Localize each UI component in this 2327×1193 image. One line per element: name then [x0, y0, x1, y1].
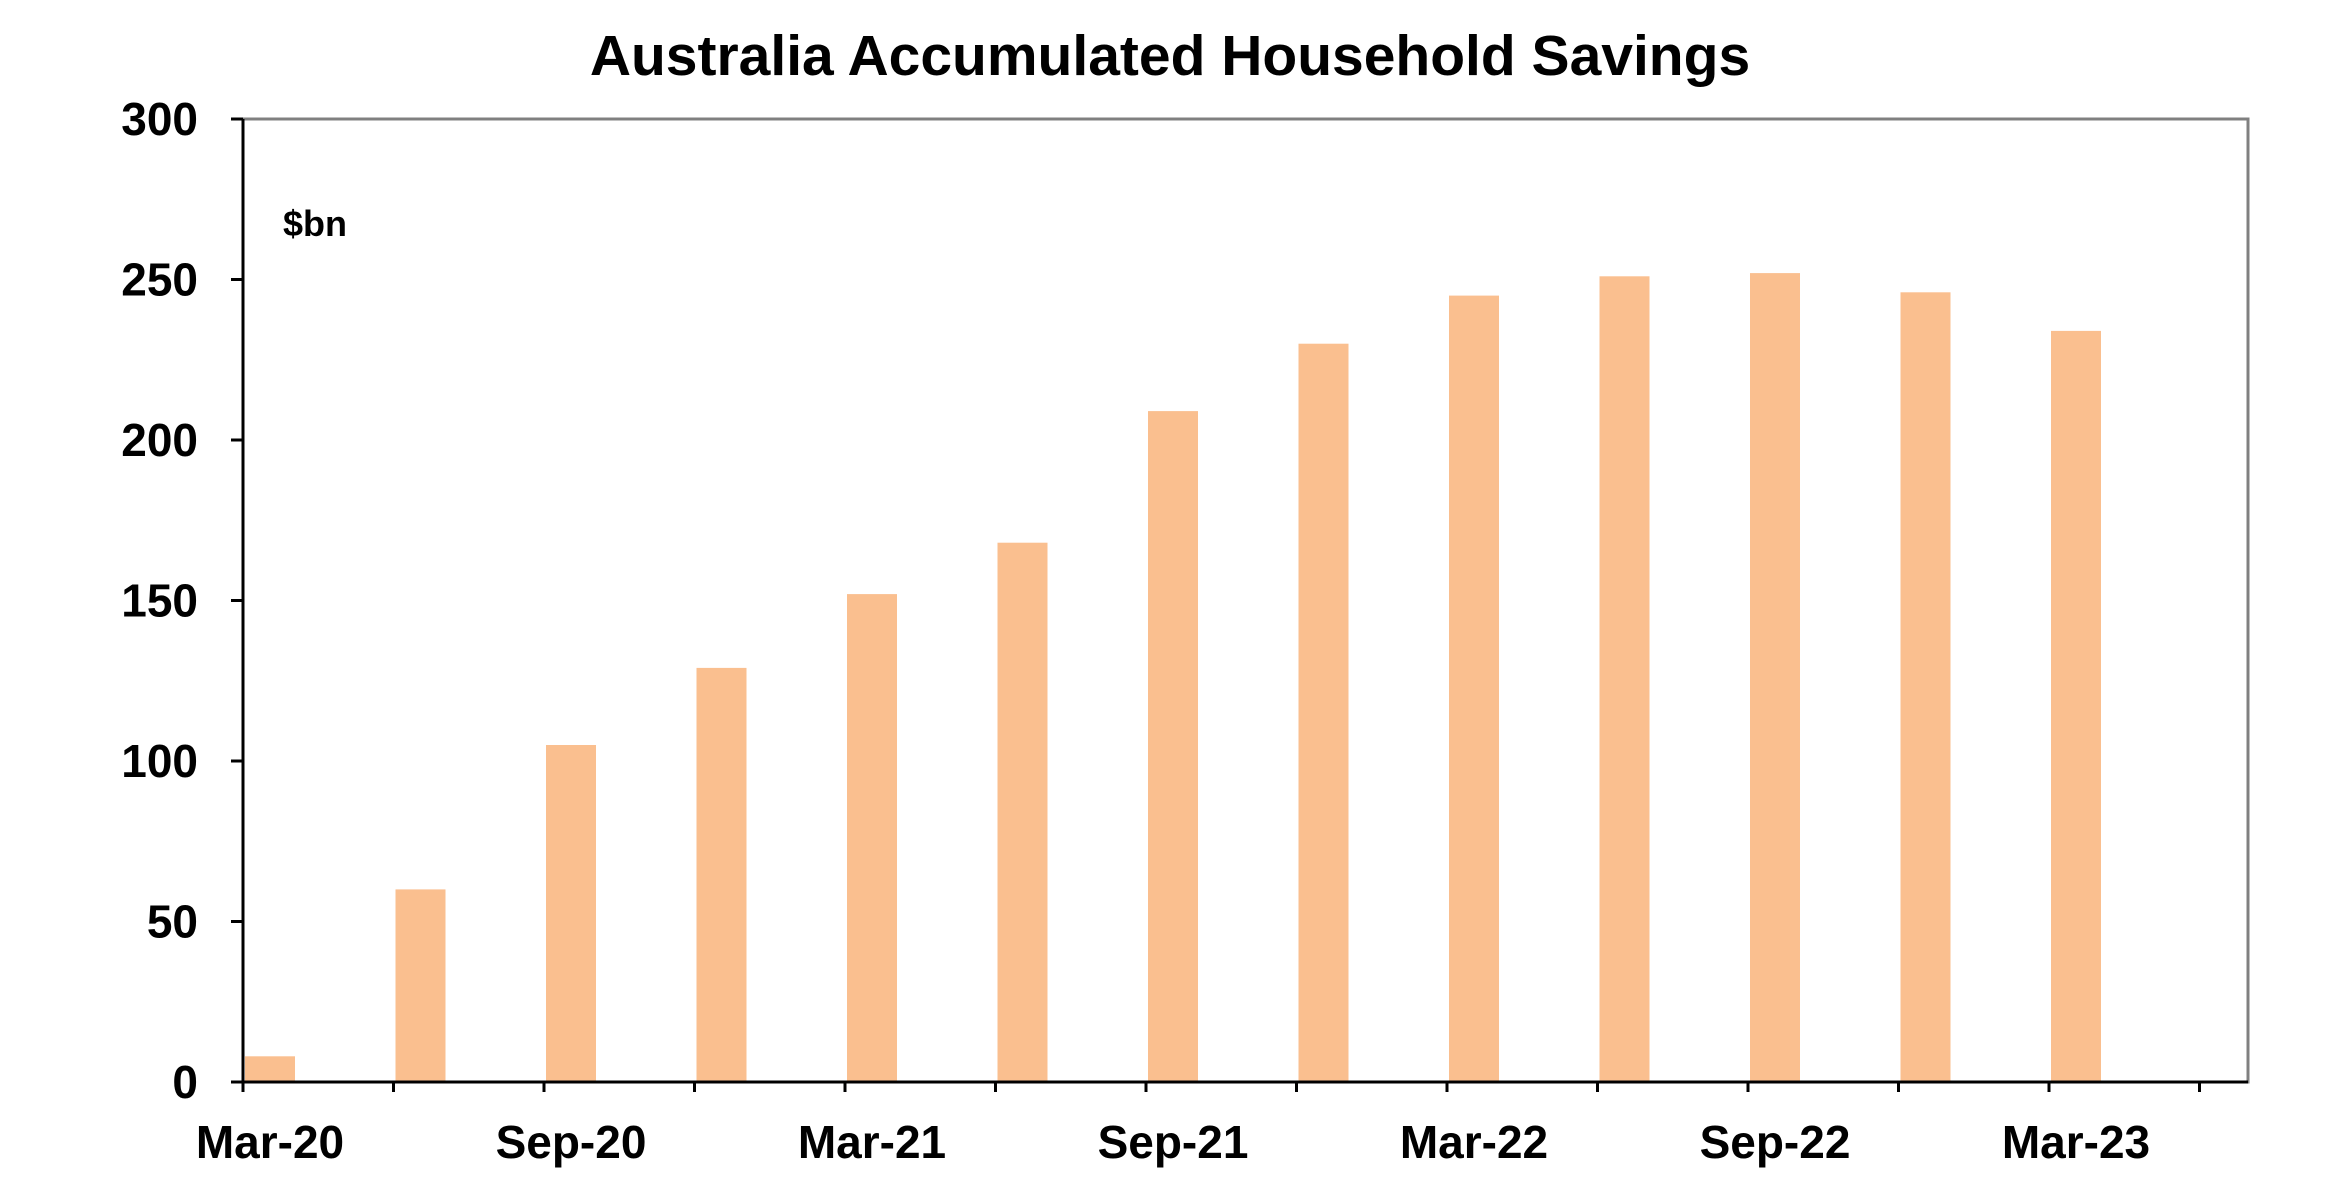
y-tick-label: 150 [121, 575, 198, 627]
y-tick-label: 250 [121, 254, 198, 306]
bar-sep-20 [546, 745, 596, 1082]
bar-sep-21 [1148, 411, 1198, 1083]
x-tick-label: Sep-22 [1700, 1116, 1851, 1168]
x-tick-label: Mar-20 [196, 1116, 344, 1168]
bar-jun-21 [997, 542, 1048, 1082]
y-tick-label: 50 [147, 896, 198, 948]
bar-mar-21 [847, 594, 897, 1082]
y-tick-label: 0 [172, 1056, 198, 1108]
bar-jun-20 [395, 889, 446, 1082]
bar-jun-22 [1599, 276, 1650, 1082]
bar-dec-20 [696, 667, 747, 1082]
y-tick-label: 300 [121, 93, 198, 145]
y-tick-label: 200 [121, 414, 198, 466]
x-tick-label: Mar-22 [1400, 1116, 1548, 1168]
x-axis-ticks: Mar-20 Sep-20 Mar-21 Sep-21 Mar-22 Sep-22 Mar-… [196, 1082, 2201, 1168]
x-tick-label: Sep-20 [496, 1116, 647, 1168]
x-tick-label: Mar-23 [2002, 1116, 2150, 1168]
x-tick-label: Mar-21 [798, 1116, 946, 1168]
bar-mar-22 [1449, 295, 1499, 1083]
unit-label: $bn [283, 203, 347, 244]
x-tick-label: Sep-21 [1098, 1116, 1249, 1168]
y-axis-ticks: 0 50 100 150 200 250 300 [121, 93, 243, 1108]
bar-mar-23 [2051, 330, 2101, 1082]
bar-sep-22 [1750, 273, 1800, 1083]
bar-dec-22 [1900, 292, 1951, 1082]
bar-mar-20 [245, 1056, 295, 1082]
chart-title: Australia Accumulated Household Savings [590, 24, 1750, 88]
bars [245, 273, 2101, 1083]
bar-dec-21 [1298, 343, 1349, 1082]
y-tick-label: 100 [121, 735, 198, 787]
